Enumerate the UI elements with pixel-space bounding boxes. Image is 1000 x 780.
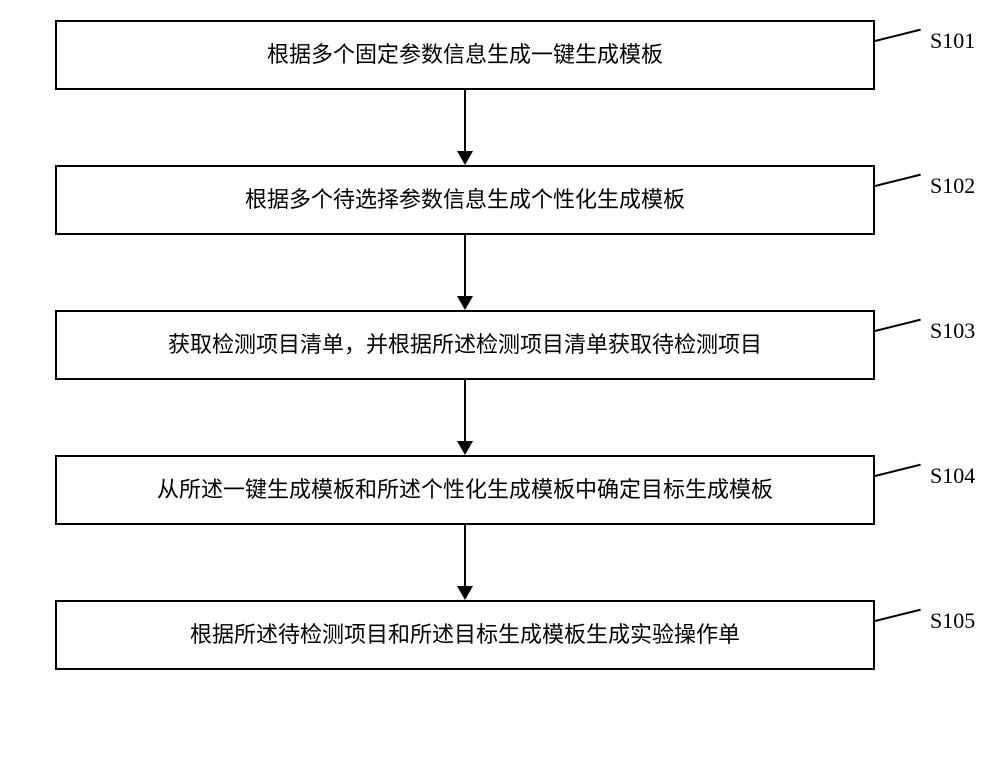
step-text-s104: 从所述一键生成模板和所述个性化生成模板中确定目标生成模板	[157, 476, 773, 505]
step-text-s103: 获取检测项目清单，并根据所述检测项目清单获取待检测项目	[168, 331, 762, 360]
step-text-s102: 根据多个待选择参数信息生成个性化生成模板	[245, 186, 685, 215]
step-box-s103: 获取检测项目清单，并根据所述检测项目清单获取待检测项目	[55, 310, 875, 380]
step-text-s101: 根据多个固定参数信息生成一键生成模板	[267, 41, 663, 70]
step-box-s105: 根据所述待检测项目和所述目标生成模板生成实验操作单	[55, 600, 875, 670]
connector-s101	[875, 29, 921, 42]
flowchart-canvas: 根据多个固定参数信息生成一键生成模板 S101 根据多个待选择参数信息生成个性化…	[0, 0, 1000, 780]
step-label-s101: S101	[930, 28, 975, 54]
arrow-s104-s105	[457, 525, 473, 600]
step-label-s104: S104	[930, 463, 975, 489]
step-text-s105: 根据所述待检测项目和所述目标生成模板生成实验操作单	[190, 621, 740, 650]
arrow-s103-s104	[457, 380, 473, 455]
connector-s102	[875, 174, 921, 187]
step-label-s103: S103	[930, 318, 975, 344]
step-box-s102: 根据多个待选择参数信息生成个性化生成模板	[55, 165, 875, 235]
step-label-s102: S102	[930, 173, 975, 199]
arrow-s101-s102	[457, 90, 473, 165]
step-box-s104: 从所述一键生成模板和所述个性化生成模板中确定目标生成模板	[55, 455, 875, 525]
connector-s104	[875, 464, 921, 477]
step-label-s105: S105	[930, 608, 975, 634]
step-box-s101: 根据多个固定参数信息生成一键生成模板	[55, 20, 875, 90]
connector-s103	[875, 319, 921, 332]
arrow-s102-s103	[457, 235, 473, 310]
connector-s105	[875, 609, 921, 622]
